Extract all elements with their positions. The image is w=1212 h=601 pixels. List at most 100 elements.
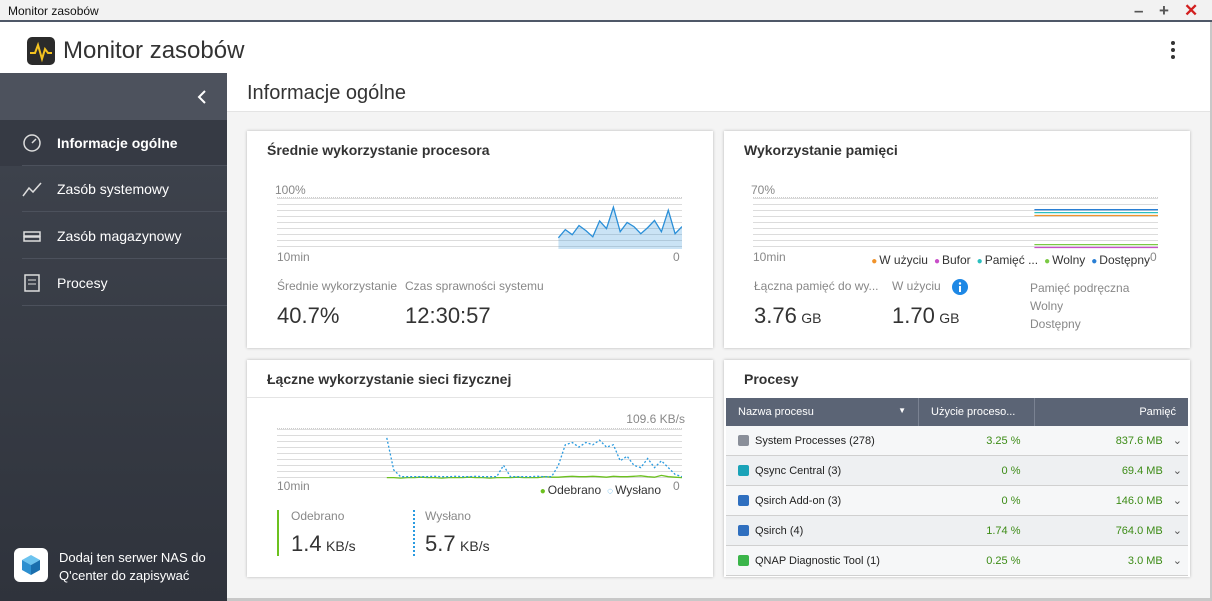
info-icon[interactable] bbox=[952, 279, 968, 295]
process-cpu: 3.25 % bbox=[918, 426, 1035, 456]
process-icon bbox=[738, 494, 749, 506]
process-name: Qsync Central (3) bbox=[755, 464, 842, 477]
cache-label: Wolny bbox=[1030, 299, 1064, 313]
nav-label: Procesy bbox=[57, 275, 108, 291]
process-row[interactable]: Qsirch (4) 1.74 % 764.0 MB ⌄ bbox=[726, 515, 1188, 546]
y-tick-label: 100% bbox=[275, 183, 306, 197]
series-line bbox=[557, 204, 682, 239]
process-name-cell: QNAP Diagnostic Tool (1) bbox=[726, 545, 919, 576]
process-memory: 764.0 MB bbox=[1115, 525, 1163, 537]
expand-icon[interactable]: ⌄ bbox=[1172, 435, 1182, 447]
process-memory-cell: 837.6 MB ⌄ bbox=[1034, 426, 1188, 456]
x-label: 10min bbox=[277, 479, 310, 493]
cpu-chart bbox=[277, 197, 682, 249]
card-title: Procesy bbox=[744, 371, 799, 387]
process-row[interactable]: Qsync Central (3) 0 % 69.4 MB ⌄ bbox=[726, 455, 1188, 486]
legend-marker: ● bbox=[871, 256, 878, 267]
x-label: 10min bbox=[277, 250, 310, 264]
stat-unit: GB bbox=[939, 310, 960, 326]
process-memory: 69.4 MB bbox=[1121, 465, 1163, 477]
network-card: Łączne wykorzystanie sieci fizycznej 109… bbox=[247, 360, 713, 577]
process-memory-cell: 3.0 MB ⌄ bbox=[1034, 545, 1188, 576]
process-icon bbox=[738, 434, 749, 446]
nav-label: Zasób systemowy bbox=[57, 181, 170, 197]
x-label: 0 bbox=[673, 479, 680, 493]
process-icon bbox=[738, 554, 749, 566]
maximize-button[interactable]: + bbox=[1159, 1, 1169, 20]
process-row[interactable]: System Processes (278) 3.25 % 837.6 MB ⌄ bbox=[726, 426, 1188, 456]
nav-item[interactable]: Zasób systemowy bbox=[0, 166, 227, 212]
process-memory: 3.0 MB bbox=[1127, 555, 1163, 567]
page-header: Informacje ogólne bbox=[227, 73, 1210, 112]
legend-marker: ● bbox=[933, 256, 940, 267]
card-title: Łączne wykorzystanie sieci fizycznej bbox=[267, 371, 512, 387]
stat: 1.70 GB bbox=[892, 303, 960, 329]
stat-label: Łączna pamięć do wy... bbox=[754, 279, 879, 293]
stat-unit: KB/s bbox=[460, 538, 490, 554]
cache-label: Pamięć podręczna bbox=[1030, 281, 1130, 295]
process-name-cell: System Processes (278) bbox=[726, 426, 919, 456]
column-header[interactable]: Użycie proceso... bbox=[918, 398, 1035, 426]
legend-marker: ● bbox=[976, 256, 983, 267]
stat-label: Średnie wykorzystanie bbox=[277, 279, 398, 293]
stat: 3.76 GB bbox=[754, 303, 822, 329]
process-memory: 837.6 MB bbox=[1115, 435, 1163, 447]
process-cpu: 0 % bbox=[918, 485, 1035, 516]
legend-item: ● Bufor bbox=[934, 253, 971, 267]
stat-value: 3.76 bbox=[754, 303, 797, 328]
nav-icon bbox=[22, 182, 42, 197]
legend-marker: ● bbox=[1091, 256, 1098, 267]
process-name-cell: Qsirch Add-on (3) bbox=[726, 485, 919, 516]
process-cpu: 0.25 % bbox=[918, 545, 1035, 576]
cpu-card: Średnie wykorzystanie procesora 100% 10m… bbox=[247, 131, 713, 348]
expand-icon[interactable]: ⌄ bbox=[1172, 555, 1182, 567]
expand-icon[interactable]: ⌄ bbox=[1172, 495, 1182, 507]
stat-label: Czas sprawności systemu bbox=[405, 279, 544, 293]
nav-item[interactable]: Procesy bbox=[0, 260, 227, 306]
app-title: Monitor zasobów bbox=[63, 37, 245, 64]
legend-item: ● Odebrano bbox=[540, 483, 601, 497]
network-chart bbox=[277, 428, 682, 479]
title-bar: Monitor zasobów – + ✕ bbox=[0, 0, 1212, 22]
legend-item: ● W użyciu bbox=[871, 253, 928, 267]
qcenter-icon[interactable] bbox=[14, 548, 48, 582]
process-icon bbox=[738, 524, 749, 536]
card-title: Wykorzystanie pamięci bbox=[744, 142, 898, 158]
process-name: Qsirch Add-on (3) bbox=[755, 494, 842, 507]
collapse-button[interactable] bbox=[196, 89, 208, 105]
stat-value: 12:30:57 bbox=[405, 303, 491, 328]
column-header[interactable]: Nazwa procesu ▼ bbox=[726, 398, 919, 426]
menu-button[interactable] bbox=[1169, 40, 1177, 62]
minimize-button[interactable]: – bbox=[1134, 1, 1144, 20]
legend-label: Pamięć ... bbox=[984, 253, 1039, 267]
legend-item: ● Dostępny bbox=[1091, 253, 1150, 267]
x-label: 0 bbox=[673, 250, 680, 264]
process-row[interactable]: QNAP Diagnostic Tool (1) 0.25 % 3.0 MB ⌄ bbox=[726, 545, 1188, 576]
expand-icon[interactable]: ⌄ bbox=[1172, 465, 1182, 477]
series-line bbox=[386, 437, 682, 478]
process-icon bbox=[738, 464, 749, 476]
qcenter-line: Q'center do zapisywać bbox=[59, 568, 190, 583]
window-title: Monitor zasobów bbox=[8, 4, 99, 18]
stat-label: Odebrano bbox=[291, 509, 345, 523]
legend-item: ● Pamięć ... bbox=[977, 253, 1038, 267]
memory-card: Wykorzystanie pamięci 70% 10min ● W użyci… bbox=[724, 131, 1190, 348]
legend-label: Wysłano bbox=[615, 483, 661, 497]
nav-label: Informacje ogólne bbox=[57, 135, 178, 151]
nav-item[interactable]: Informacje ogólne bbox=[0, 120, 227, 166]
process-cpu: 1.74 % bbox=[918, 515, 1035, 546]
close-button[interactable]: ✕ bbox=[1184, 1, 1199, 20]
memory-chart bbox=[753, 197, 1158, 249]
nav-icon bbox=[24, 274, 40, 292]
column-header[interactable]: Pamięć bbox=[1034, 398, 1188, 426]
cache-list: Pamięć podręczna Wolny Dostępny bbox=[1030, 279, 1129, 333]
nav-item[interactable]: Zasób magazynowy bbox=[0, 213, 227, 259]
qcenter-line: Dodaj ten serwer NAS do bbox=[59, 550, 206, 565]
page-title: Informacje ogólne bbox=[247, 82, 406, 104]
expand-icon[interactable]: ⌄ bbox=[1172, 525, 1182, 537]
legend-marker: ● bbox=[1044, 256, 1051, 267]
process-row[interactable]: Qsirch Add-on (3) 0 % 146.0 MB ⌄ bbox=[726, 485, 1188, 516]
legend-label: Dostępny bbox=[1099, 253, 1150, 267]
card-title: Średnie wykorzystanie procesora bbox=[267, 142, 490, 158]
process-memory-cell: 146.0 MB ⌄ bbox=[1034, 485, 1188, 516]
